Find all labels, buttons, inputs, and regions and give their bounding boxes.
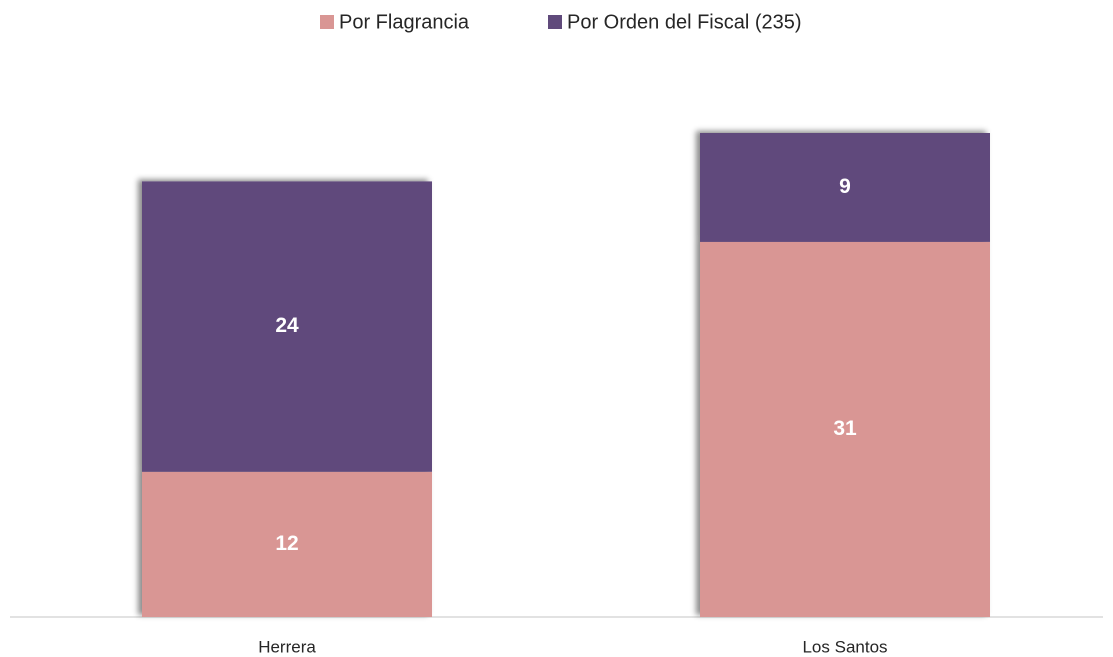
x-tick-label: Herrera <box>258 637 316 656</box>
bar-segment <box>142 181 432 472</box>
data-label: 9 <box>839 175 851 198</box>
data-label: 31 <box>833 417 857 440</box>
bar-segment <box>700 133 990 242</box>
x-tick-label: Los Santos <box>802 637 887 656</box>
bar-segment <box>700 241 990 617</box>
bar-stack <box>700 133 990 617</box>
data-label: 24 <box>275 314 299 337</box>
data-label: 12 <box>275 532 298 555</box>
legend-swatch <box>548 15 562 29</box>
bar-segment <box>142 471 432 617</box>
bar-stack <box>142 181 432 617</box>
legend-swatch <box>320 15 334 29</box>
legend-label: Por Flagrancia <box>339 11 470 33</box>
legend-label: Por Orden del Fiscal (235) <box>567 11 802 33</box>
